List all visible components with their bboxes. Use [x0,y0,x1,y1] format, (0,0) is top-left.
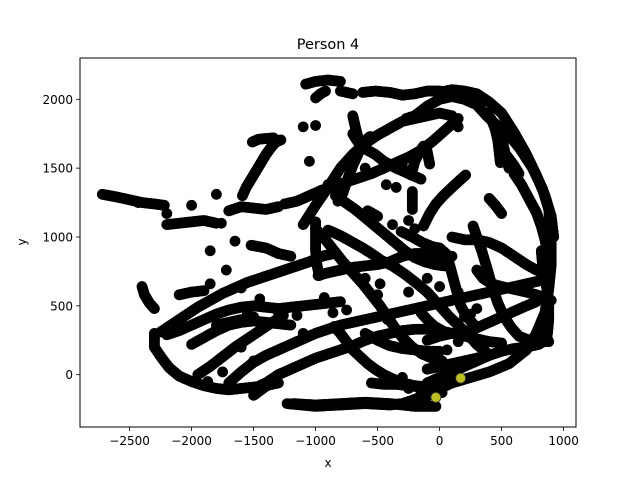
data-point [303,155,315,167]
data-point [161,208,173,219]
highlight-point [455,372,467,384]
y-axis-label: y [15,238,29,245]
data-point [148,303,160,314]
data-point [220,264,232,276]
x-tick-label: −500 [361,434,394,448]
data-point [430,400,442,412]
data-point [359,162,371,174]
data-point [275,134,287,146]
data-point [471,92,483,104]
data-point [364,131,376,142]
data-point [415,385,427,397]
x-tick-label: −1000 [295,434,336,448]
data-point [215,217,227,229]
data-point [352,131,364,142]
data-point [248,355,260,367]
y-tick-label: 1500 [42,162,73,176]
data-point [235,341,247,353]
x-tick-label: 500 [490,434,513,448]
data-point [334,76,346,87]
data-point [235,282,247,294]
data-point [186,199,198,211]
data-point [372,210,384,222]
data-point [434,281,446,292]
data-point [341,304,353,316]
data-point [436,325,448,337]
data-point [483,349,495,361]
x-tick-label: 0 [436,434,444,448]
x-tick-label: 1000 [548,434,579,448]
data-point [374,278,386,290]
data-point [202,376,214,387]
x-axis-label: x [324,456,331,470]
x-tick-label: −2000 [171,434,212,448]
data-point [347,88,359,100]
data-point [441,344,453,356]
data-point [415,173,427,185]
data-point [291,310,303,321]
data-point [390,182,402,193]
data-point [396,372,408,383]
data-point [539,336,551,348]
highlight-point [430,391,442,403]
data-point [503,162,515,174]
data-point [297,327,309,339]
data-point [285,319,297,331]
data-point [513,168,525,180]
data-point [285,250,297,262]
data-point [403,215,415,226]
data-point [297,121,309,133]
data-point [334,296,346,308]
data-point [421,272,433,284]
y-tick-label: 500 [50,299,73,313]
data-point [452,113,464,124]
data-point [496,208,508,219]
data-point [372,289,384,301]
chart-title: Person 4 [297,37,360,53]
y-tick-label: 2000 [42,93,73,107]
data-point [204,278,216,290]
y-tick-label: 0 [65,368,73,382]
data-point [409,223,421,235]
x-tick-label: −2500 [109,434,150,448]
plot-marks [96,74,560,412]
data-point [382,314,393,326]
data-point [272,307,284,319]
data-point [424,158,436,170]
data-point [452,286,464,298]
data-point [380,179,392,191]
data-point [217,366,229,378]
data-point [452,336,464,348]
y-tick-label: 1000 [42,230,73,244]
data-point [310,120,322,131]
data-point [403,383,415,394]
data-point [465,308,477,320]
data-point [460,169,472,181]
data-point [204,245,216,257]
data-point [254,293,266,305]
data-point [403,286,415,298]
data-point [210,188,222,200]
data-point [406,186,418,197]
data-point [241,307,253,319]
data-point [359,272,371,284]
data-point [320,85,331,97]
data-point [132,197,144,208]
data-point [327,307,339,319]
data-point [318,292,330,303]
x-tick-label: −1500 [233,434,274,448]
data-point [322,179,334,191]
data-point [387,219,398,231]
data-point [266,376,278,387]
data-point [229,235,241,247]
data-point [396,159,408,171]
